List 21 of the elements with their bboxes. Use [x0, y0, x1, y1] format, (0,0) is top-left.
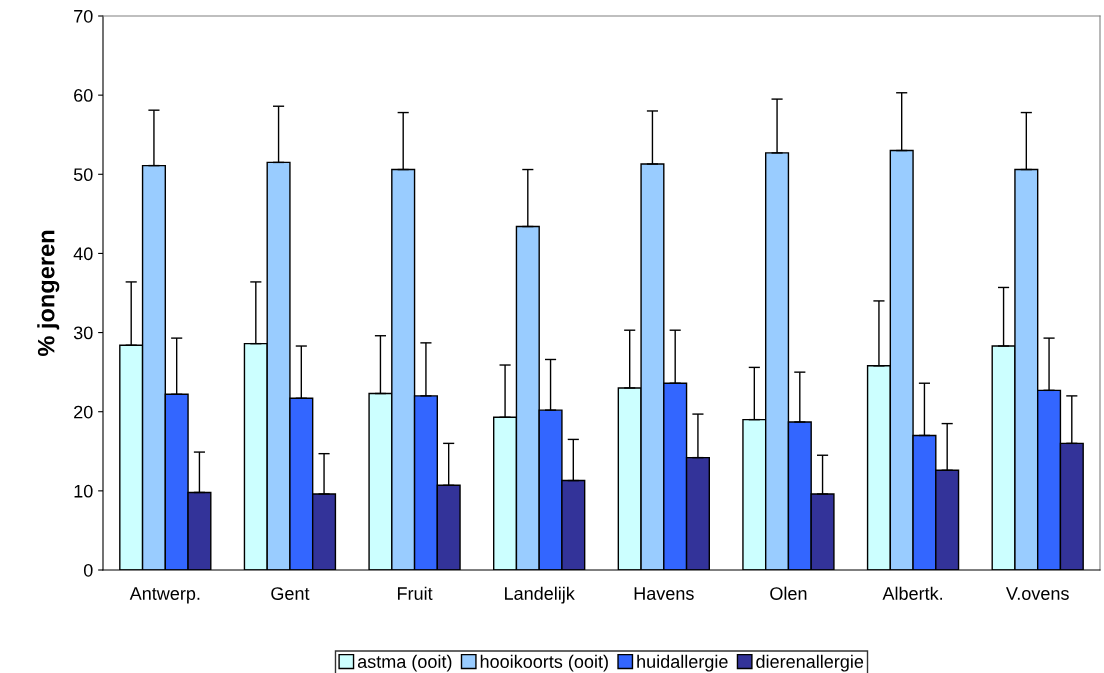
y-tick-label: 20: [74, 405, 93, 419]
x-tick-label: Antwerp.: [129, 587, 200, 604]
x-tick-label: Fruit: [397, 586, 433, 600]
y-axis-title: % jongeren: [37, 230, 60, 357]
legend-label: hooikoorts (ooit): [480, 654, 608, 672]
x-tick-label: Gent: [271, 587, 310, 600]
x-tick-label: Landelijk: [505, 586, 575, 604]
y-tick-label: 60: [74, 89, 93, 102]
y-tick-label: 10: [74, 484, 93, 498]
y-tick-label: 30: [73, 326, 93, 340]
y-tick-label: 0: [83, 563, 93, 577]
x-tick-label: V.ovens: [1005, 587, 1069, 600]
legend-label: dierenallergie: [756, 654, 864, 672]
y-tick-label: 50: [73, 168, 93, 182]
legend-label: astma (ooit): [357, 654, 452, 672]
y-tick-label: 40: [73, 247, 93, 261]
legend-label: huidallergie: [637, 654, 728, 672]
x-tick-label: Olen: [770, 586, 807, 600]
x-tick-label: Albertk.: [882, 586, 943, 600]
x-tick-label: Havens: [634, 587, 694, 600]
y-tick-label: 70: [74, 9, 93, 23]
